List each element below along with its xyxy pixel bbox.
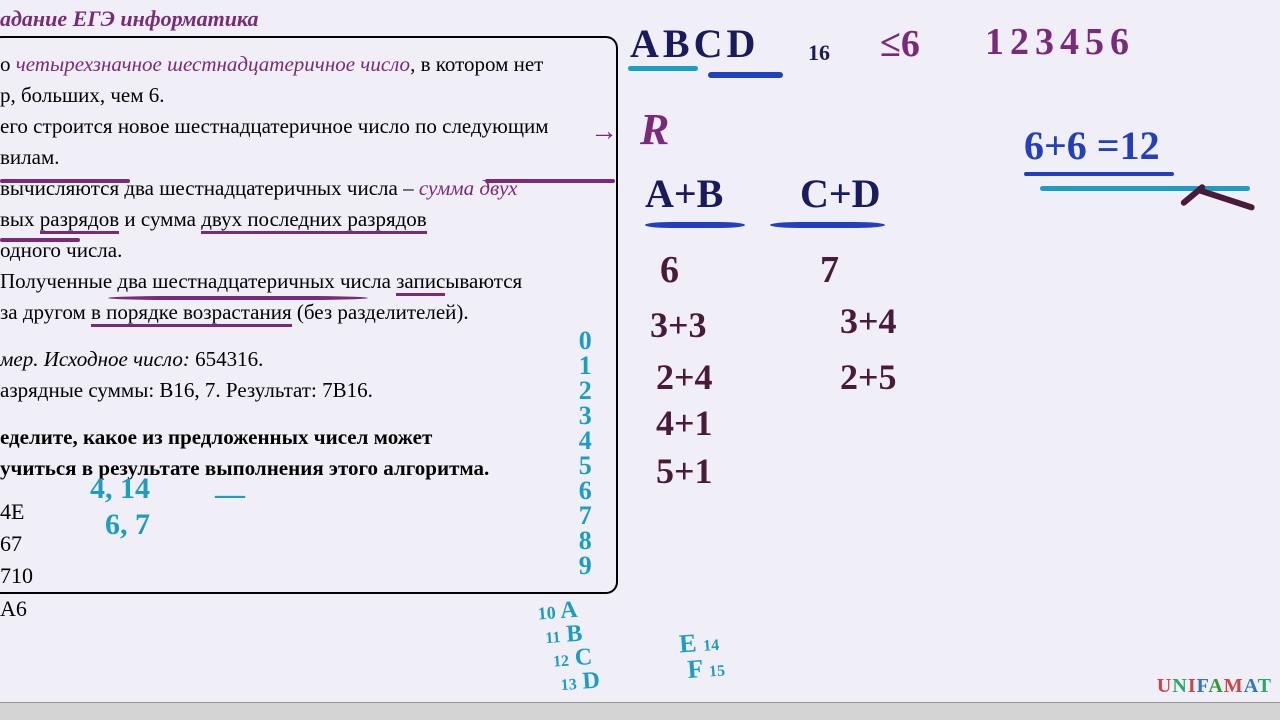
annotation-abcd: ABCD: [630, 20, 759, 67]
annotation-3plus4: 3+4: [840, 300, 897, 342]
problem-line-4: вилам.: [0, 143, 606, 172]
page-title: адание ЕГЭ информатика: [0, 6, 259, 32]
annotation-sub16: 16: [808, 40, 830, 66]
problem-line-8: Полученные два шестнадцатеричных числа з…: [0, 267, 606, 296]
annotation-vertical-digits: 0123456789: [572, 326, 597, 576]
answer-option-2: 67: [0, 529, 606, 559]
text-fragment: (без разделителей).: [292, 300, 469, 324]
annotation-six: 6: [660, 248, 679, 292]
annotation-2plus4: 2+4: [656, 356, 713, 398]
underlined-word: запис: [396, 269, 445, 296]
problem-line-9: за другом в порядке возрастания (без раз…: [0, 298, 606, 327]
annotation-2plus5: 2+5: [840, 356, 897, 398]
underlined-word: разрядов: [40, 207, 119, 234]
annotation-hex-ef: E 14 F 15: [678, 629, 725, 684]
underlined-phrase: в порядке возрастания: [91, 300, 292, 327]
problem-statement: о четырехзначное шестнадцатеричное число…: [0, 36, 618, 594]
example-label: мер. Исходное число:: [0, 347, 190, 371]
answer-options: 4E 67 710 A6: [0, 497, 606, 624]
annotation-hex-letters: 10 A 11 B 12 C 13 D: [537, 592, 673, 697]
example-line-1: мер. Исходное число: 654316.: [0, 345, 606, 374]
example-line-2: азрядные суммы: B16, 7. Результат: 7B16.: [0, 376, 606, 405]
text-fragment: о: [0, 52, 16, 76]
answer-option-4: A6: [0, 594, 606, 624]
arrow-icon: →: [590, 116, 618, 148]
underline-stroke: [1024, 172, 1174, 176]
underlined-phrase: двух последних разрядов: [201, 207, 427, 234]
annotation-5plus1: 5+1: [656, 450, 713, 492]
annotation-dash: —: [215, 478, 245, 512]
annotation-c-plus-d: C+D: [800, 170, 881, 217]
underline-stroke: [0, 238, 80, 242]
annotation-le6: ≤6: [880, 22, 920, 66]
annotation-calc: 6+6 =12: [1024, 122, 1160, 169]
answer-option-3: 710: [0, 561, 606, 591]
underline-stroke: [108, 296, 368, 300]
problem-line-3: его строится новое шестнадцатеричное чис…: [0, 112, 606, 141]
problem-line-7: одного числа.: [0, 236, 606, 265]
underline-stroke: [708, 72, 783, 78]
bottom-bar: [0, 702, 1280, 720]
annotation-4-14: 4, 14: [90, 472, 150, 506]
underline-stroke: [770, 222, 885, 228]
annotation-3plus3: 3+3: [650, 304, 707, 346]
underline-stroke: [645, 222, 745, 228]
problem-line-2: р, больших, чем 6.: [0, 81, 606, 110]
problem-line-6: вых разрядов и сумма двух последних разр…: [0, 205, 606, 234]
text-fragment: Полученные два шестнадцатеричных числа: [0, 269, 396, 293]
question-line-1: еделите, какое из предложенных чисел мож…: [0, 423, 606, 452]
text-fragment: вых: [0, 207, 40, 231]
annotation-seven: 7: [820, 248, 839, 292]
text-fragment: , в котором нет: [410, 52, 543, 76]
annotation-digits: 123456: [985, 20, 1135, 64]
highlighted-phrase: четырехзначное шестнадцатеричное число: [16, 52, 410, 76]
text-fragment: и сумма: [119, 207, 201, 231]
underline-stroke: [485, 179, 615, 183]
problem-line-1: о четырехзначное шестнадцатеричное число…: [0, 50, 606, 79]
underline-stroke: [1040, 186, 1250, 191]
annotation-6-7: 6, 7: [105, 508, 150, 542]
example-number: 654316.: [190, 347, 264, 371]
underline-stroke: [0, 179, 130, 183]
annotation-4plus1: 4+1: [656, 402, 713, 444]
watermark: UNIFAMAT: [1157, 675, 1272, 698]
text-fragment: ываются: [445, 269, 522, 293]
annotation-r: R: [640, 104, 669, 155]
underline-stroke: [628, 66, 698, 71]
annotation-a-plus-b: A+B: [645, 170, 723, 217]
text-fragment: за другом: [0, 300, 91, 324]
